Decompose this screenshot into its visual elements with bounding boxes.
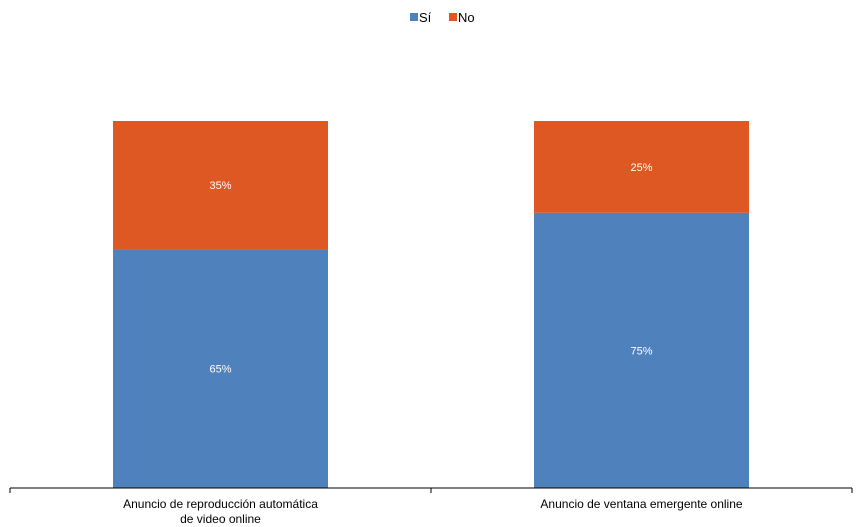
category-label-2: Anuncio de ventana emergente online [540, 497, 742, 511]
data-label-no-1: 35% [209, 180, 231, 192]
bar-si-1 [113, 249, 328, 488]
category-label-1: de video online [180, 512, 261, 526]
bar-no-2 [534, 121, 749, 213]
legend-swatch-si [410, 13, 418, 21]
legend-swatch-no [449, 13, 457, 21]
data-label-no-2: 25% [630, 162, 652, 174]
data-label-si-2: 75% [630, 345, 652, 357]
bar-si-2 [534, 212, 749, 488]
legend: Sí No [410, 10, 475, 25]
data-label-si-1: 65% [209, 364, 231, 376]
bar-no-1 [113, 121, 328, 250]
legend-label-si: Sí [419, 10, 432, 25]
bars: 65% 35% 75% 25% [113, 121, 749, 488]
category-label-1: Anuncio de reproducción automática [123, 497, 318, 511]
legend-label-no: No [458, 10, 475, 25]
